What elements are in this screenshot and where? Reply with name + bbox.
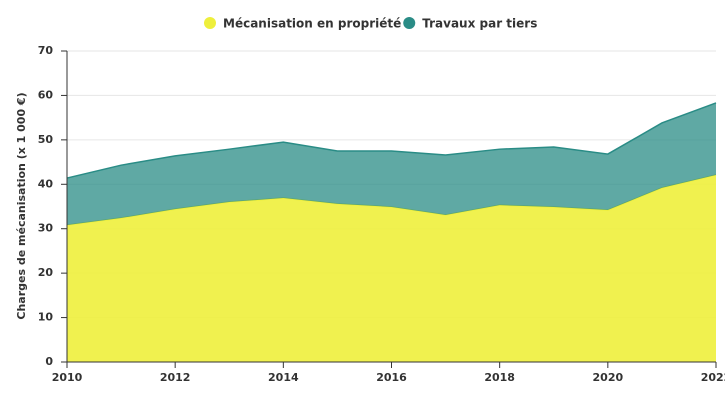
area-line — [66, 102, 717, 179]
legend-label: Mécanisation en propriété — [223, 17, 401, 31]
legend-label: Travaux par tiers — [422, 17, 537, 31]
area — [67, 174, 716, 362]
legend-marker — [204, 17, 216, 29]
area — [67, 102, 716, 226]
y-tick-label: 40 — [38, 177, 54, 190]
y-tick-label: 70 — [38, 44, 54, 57]
x-tick-label: 2022 — [701, 371, 725, 384]
x-tick-label: 2020 — [593, 371, 624, 384]
y-tick-label: 0 — [45, 355, 53, 368]
legend: Mécanisation en propriété Travaux par tie… — [204, 17, 537, 31]
y-axis-label: Charges de mécanisation (x 1 000 €) — [15, 92, 28, 319]
y-tick-label: 10 — [38, 311, 54, 324]
x-tick-label: 2018 — [484, 371, 515, 384]
legend-marker — [403, 17, 416, 29]
x-tick-label: 2012 — [160, 371, 191, 384]
y-tick-label: 20 — [38, 266, 54, 279]
y-tick-label: 30 — [38, 222, 54, 235]
x-tick-label: 2010 — [52, 371, 83, 384]
y-tick-label: 50 — [38, 133, 54, 146]
x-tick-label: 2014 — [268, 371, 299, 384]
x-tick-label: 2016 — [376, 371, 407, 384]
y-tick-label: 60 — [38, 88, 54, 101]
